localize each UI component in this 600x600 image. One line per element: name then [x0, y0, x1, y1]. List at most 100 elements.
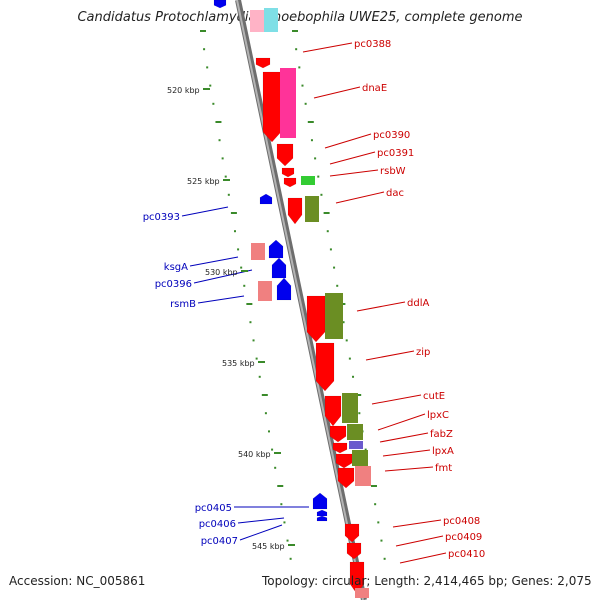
- scale-label-545-kbp: 545 kbp: [252, 542, 285, 551]
- right-track-tick: [364, 448, 367, 451]
- cds-pc0406: [316, 509, 328, 517]
- scale-major-tick: [203, 88, 210, 90]
- homolog-dac: [305, 196, 319, 222]
- gene-label-pc0393: pc0393: [143, 212, 180, 223]
- scale-label-530-kbp: 530 kbp: [205, 268, 238, 277]
- homolog-cute: [342, 393, 358, 423]
- leader-line-fabz: [379, 432, 429, 443]
- gene-label-zip: zip: [416, 347, 430, 358]
- left-track-tick: [230, 212, 237, 214]
- leader-line-ddla: [356, 301, 406, 312]
- feature-top-blue: [213, 0, 227, 9]
- right-track-tick: [301, 84, 304, 87]
- gene-label-pc0405: pc0405: [195, 503, 232, 514]
- cds-pc0390: [276, 143, 294, 167]
- left-track-tick: [246, 303, 253, 305]
- cds-pc0405: [312, 492, 328, 510]
- feature-top-cyan: [264, 8, 278, 32]
- scale-labels: 520 kbp 525 kbp 530 kbp 535 kbp 540 kbp 545 k…: [167, 86, 295, 551]
- cds-pc0391-b: [283, 177, 297, 188]
- leader-line-lpxc: [377, 413, 426, 431]
- scale-major-tick: [241, 270, 248, 272]
- left-track-tick: [271, 448, 274, 451]
- left-track-tick: [286, 539, 289, 542]
- gene-label-pc0406: pc0406: [199, 519, 236, 530]
- homolog-pc0410: [355, 588, 369, 598]
- gene-label-pc0410: pc0410: [448, 549, 485, 560]
- cds-lpxc: [329, 425, 347, 443]
- cds-pc0391-a: [281, 167, 295, 178]
- leader-line-rsbw: [329, 169, 379, 177]
- right-track-tick: [333, 266, 336, 269]
- leader-line-dnae: [313, 86, 361, 99]
- right-track-tick: [326, 230, 329, 233]
- gene-label-pc0407: pc0407: [201, 536, 238, 547]
- right-track-tick: [345, 339, 348, 342]
- left-track-tick: [283, 521, 286, 524]
- scale-label-525-kbp: 525 kbp: [187, 177, 220, 186]
- left-track-tick: [209, 84, 212, 87]
- gene-label-dac: dac: [386, 188, 404, 199]
- scale-major-tick: [223, 179, 230, 181]
- right-track-tick: [317, 175, 320, 178]
- leader-line-pc0396: [193, 269, 253, 284]
- cds-ddla: [306, 295, 326, 343]
- right-track-tick: [323, 212, 330, 214]
- right-track-tick: [310, 139, 313, 142]
- homolog-fmt: [355, 466, 371, 486]
- leader-line-pc0393: [181, 206, 229, 217]
- scale-major-tick: [288, 544, 295, 546]
- right-track-tick: [355, 394, 362, 396]
- cds-dac: [287, 197, 303, 225]
- left-track-tick: [274, 466, 277, 469]
- leader-line-pc0408: [392, 519, 442, 528]
- leader-line-zip: [365, 350, 415, 361]
- gene-label-fabz: fabZ: [430, 429, 453, 440]
- left-track-tick: [252, 339, 255, 342]
- cds-pc0388: [255, 57, 271, 69]
- cds-pc0393: [259, 193, 273, 205]
- right-track-tick: [295, 48, 298, 51]
- homolog-lpxa: [352, 450, 368, 466]
- gene-label-cute: cutE: [423, 391, 445, 402]
- leader-line-pc0388: [302, 42, 353, 53]
- gene-label-pc0391: pc0391: [377, 148, 414, 159]
- homolog-fabz: [349, 441, 363, 449]
- cds-pc0407: [316, 515, 328, 522]
- cds-fabz: [332, 442, 348, 454]
- cds-zip: [315, 342, 335, 392]
- cds-lpxa: [335, 453, 353, 469]
- right-track-tick: [298, 66, 301, 69]
- right-track-tick: [320, 193, 323, 196]
- backbone-highlight: [236, 0, 364, 600]
- gene-label-rsmb: rsmB: [170, 299, 196, 310]
- right-track-tick: [329, 248, 332, 251]
- gene-label-pc0408: pc0408: [443, 516, 480, 527]
- kbp-tick-marks: [200, 30, 386, 560]
- gene-labels: pc0388 dnaE pc0390 pc0391 rsbW dac ddlA zip cutE…: [143, 39, 485, 564]
- gene-features: [213, 0, 371, 598]
- cds-cute: [324, 395, 342, 427]
- accession-label: Accession: NC_005861: [9, 574, 146, 588]
- cds-pc0408: [344, 523, 360, 543]
- right-track-tick: [352, 375, 355, 378]
- left-track-tick: [255, 357, 258, 360]
- leader-line-cute: [371, 394, 422, 405]
- left-track-tick: [218, 139, 221, 142]
- gene-label-dnae: dnaE: [362, 83, 387, 94]
- left-track-tick: [227, 193, 230, 196]
- left-track-tick: [206, 66, 209, 69]
- cds-ksga: [268, 239, 284, 259]
- left-track-tick: [224, 175, 227, 178]
- right-track-tick: [370, 485, 377, 487]
- feature-rsbw: [301, 176, 315, 185]
- right-track-tick: [307, 121, 314, 123]
- leader-line-pc0410: [399, 552, 447, 564]
- leader-line-pc0391: [329, 151, 376, 165]
- scale-major-tick: [258, 361, 265, 363]
- feature-top-pink: [250, 10, 264, 32]
- left-track-tick: [264, 412, 267, 415]
- cds-pc0396: [271, 257, 287, 279]
- gene-label-ksga: ksgA: [164, 262, 188, 273]
- leader-line-pc0409: [395, 535, 444, 547]
